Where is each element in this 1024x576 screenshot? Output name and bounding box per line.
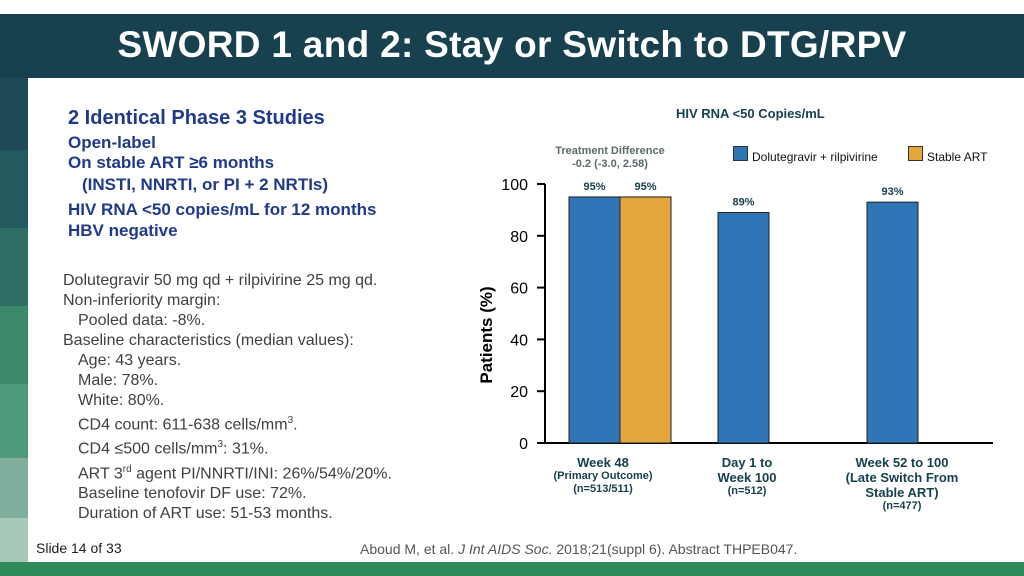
design-cd4-low: CD4 ≤500 cells/mm3: 31%. bbox=[78, 439, 269, 458]
design-duration: Duration of ART use: 51-53 months. bbox=[78, 504, 333, 522]
design-white: White: 80%. bbox=[78, 392, 165, 409]
side-stripe-6 bbox=[0, 458, 28, 518]
design-cd4-count: CD4 count: 611-638 cells/mm3. bbox=[78, 415, 298, 434]
summary-heading: 2 Identical Phase 3 Studies bbox=[68, 107, 325, 129]
title-bar bbox=[0, 14, 1024, 78]
bar-value-label-3: 93% bbox=[881, 186, 903, 198]
citation: Aboud M, et al. J Int AIDS Soc. 2018;21(… bbox=[360, 541, 798, 557]
x-label-week48: Week 48 (Primary Outcome) (n=513/511) bbox=[553, 455, 653, 495]
x-label-week100: Day 1 to Week 100 (n=512) bbox=[717, 455, 777, 497]
summary-line-regimens: (INSTI, NNRTI, or PI + 2 NRTIs) bbox=[82, 175, 329, 194]
bar-value-label-1: 95% bbox=[634, 181, 656, 193]
x-label-late-switch: Week 52 to 100 (Late Switch From Stable … bbox=[845, 455, 959, 512]
design-baseline-label: Baseline characteristics (median values)… bbox=[63, 332, 354, 349]
summary-line-hbv: HBV negative bbox=[68, 221, 178, 240]
treatment-difference-value: -0.2 (-3.0, 2.58) bbox=[572, 158, 648, 170]
bar-g0-s0 bbox=[568, 196, 621, 444]
y-tick-label-80: 80 bbox=[510, 229, 528, 246]
bottom-bar bbox=[0, 562, 1024, 576]
side-stripe-2 bbox=[0, 150, 28, 228]
chart-title: HIV RNA <50 Copies/mL bbox=[676, 106, 825, 121]
y-axis-title: Patients (%) bbox=[477, 286, 496, 383]
design-age: Age: 43 years. bbox=[78, 352, 182, 369]
side-stripe-5 bbox=[0, 384, 28, 458]
bar-value-label-0: 95% bbox=[583, 181, 605, 193]
legend-swatch-dtg-rpv bbox=[733, 146, 748, 161]
design-male: Male: 78%. bbox=[78, 372, 159, 389]
design-art-agent: ART 3rd agent PI/NNRTI/INI: 26%/54%/20%. bbox=[78, 463, 392, 482]
summary-line-open-label: Open-label bbox=[68, 133, 156, 152]
summary-line-hiv-rna: HIV RNA <50 copies/mL for 12 months bbox=[68, 200, 377, 219]
design-margin-label: Non-inferiority margin: bbox=[63, 292, 221, 309]
legend-swatch-stable-art bbox=[908, 146, 923, 161]
design-regimen: Dolutegravir 50 mg qd + rilpivirine 25 m… bbox=[63, 272, 378, 289]
treatment-difference-label: Treatment Difference bbox=[555, 145, 665, 157]
y-tick-label-20: 20 bbox=[510, 384, 528, 401]
side-stripe-3 bbox=[0, 228, 28, 306]
design-margin-value: Pooled data: -8%. bbox=[78, 312, 206, 329]
side-stripe-1 bbox=[0, 78, 28, 150]
bar-value-label-2: 89% bbox=[732, 196, 754, 208]
side-stripe-7 bbox=[0, 518, 28, 562]
slide-number: Slide 14 of 33 bbox=[36, 540, 122, 556]
slide-title: SWORD 1 and 2: Stay or Switch to DTG/RPV bbox=[117, 24, 907, 65]
y-tick-label-0: 0 bbox=[519, 436, 528, 453]
design-tenofovir: Baseline tenofovir DF use: 72%. bbox=[78, 484, 307, 502]
y-tick-label-100: 100 bbox=[501, 177, 528, 194]
side-stripe-4 bbox=[0, 306, 28, 384]
bar-g2-s0 bbox=[866, 201, 919, 444]
legend-label-stable-art: Stable ART bbox=[927, 150, 988, 164]
summary-line-stable-art: On stable ART ≥6 months bbox=[68, 153, 275, 172]
study-design-list: Dolutegravir 50 mg qd + rilpivirine 25 m… bbox=[63, 271, 392, 524]
bar-g1-s0 bbox=[717, 211, 770, 444]
bar-g0-s1 bbox=[619, 196, 672, 444]
y-tick-label-60: 60 bbox=[510, 281, 528, 298]
legend-label-dtg-rpv: Dolutegravir + rilpivirine bbox=[752, 150, 878, 164]
y-tick-label-40: 40 bbox=[510, 332, 528, 349]
